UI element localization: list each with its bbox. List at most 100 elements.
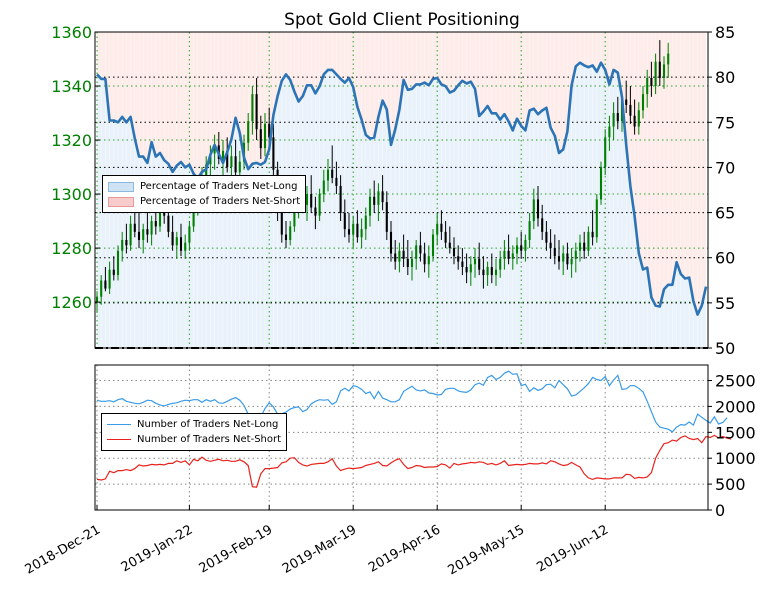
candle-body: [373, 196, 376, 205]
candle-body: [192, 207, 195, 227]
candle-body: [625, 99, 628, 105]
legend-entry-net-short-count: Number of Traders Net-Short: [107, 432, 281, 447]
candle-body: [213, 145, 216, 154]
candle-body: [154, 221, 157, 227]
candle-body: [251, 94, 254, 122]
candle-body: [595, 199, 598, 238]
candle-body: [637, 110, 640, 127]
right-tick-label: 75: [715, 113, 735, 132]
lower-legend: Number of Traders Net-Long Number of Tra…: [101, 413, 288, 451]
candle-body: [440, 223, 443, 232]
candle-body: [100, 280, 103, 297]
candle-body: [137, 231, 141, 240]
candle-body: [293, 207, 296, 227]
legend-line-net-short-count: [107, 439, 131, 440]
candle-body: [641, 94, 645, 111]
legend-swatch-net-long-pct: [108, 181, 134, 192]
candle-body: [238, 161, 241, 173]
net-long-count-line: [96, 370, 728, 434]
candle-body: [280, 212, 283, 235]
candle-body: [129, 223, 132, 246]
count-tick-label: 2000: [715, 397, 756, 416]
candle-body: [263, 123, 267, 149]
candle-body: [599, 167, 603, 200]
candle-body: [570, 258, 573, 265]
candle-body: [284, 234, 288, 240]
candle-body: [658, 61, 661, 78]
candle-body: [364, 215, 367, 230]
right-tick-label: 85: [715, 23, 735, 42]
candle-body: [226, 150, 229, 168]
candle-body: [331, 169, 334, 178]
candle-body: [499, 258, 502, 270]
candle-body: [179, 237, 183, 251]
candle-body: [507, 250, 510, 259]
candle-body: [347, 229, 351, 235]
candle-body: [469, 264, 472, 273]
count-tick-label: 1500: [715, 423, 756, 442]
candle-body: [486, 266, 489, 276]
candle-body: [142, 229, 145, 240]
candle-body: [398, 250, 401, 262]
candle-body: [268, 123, 271, 138]
candle-body: [318, 194, 321, 216]
candle-body: [662, 64, 666, 78]
candle-body: [314, 207, 317, 216]
candle-body: [175, 237, 178, 246]
candle-body: [524, 239, 527, 251]
candle-body: [368, 196, 372, 216]
candle-body: [171, 231, 174, 246]
candle-body: [465, 266, 468, 273]
candle-body: [473, 258, 477, 265]
candle-body: [133, 223, 136, 232]
candle-body: [381, 191, 384, 203]
candle-body: [352, 223, 355, 235]
candle-body: [553, 248, 556, 257]
candle-body: [490, 266, 493, 276]
candle-body: [654, 61, 657, 87]
candle-body: [188, 226, 191, 243]
candle-body: [587, 231, 590, 251]
candle-body: [482, 269, 485, 276]
candle-body: [125, 239, 128, 246]
legend-label-net-long-count: Number of Traders Net-Long: [137, 419, 279, 430]
legend-label-net-long-pct: Percentage of Traders Net-Long: [140, 181, 298, 192]
candle-body: [549, 242, 552, 249]
candle-body: [104, 280, 107, 289]
left-tick-label: 1340: [51, 77, 92, 96]
candle-body: [536, 199, 540, 219]
candle-body: [95, 296, 99, 303]
candle-body: [335, 177, 338, 186]
candle-body: [532, 199, 535, 222]
candle-body: [121, 239, 124, 251]
candle-body: [515, 245, 519, 254]
candle-body: [108, 269, 111, 289]
candle-body: [646, 77, 649, 95]
count-tick-label: 1000: [715, 449, 756, 468]
upper-plot-frame: [94, 31, 709, 349]
legend-swatch-net-short-pct: [108, 196, 134, 207]
candle-body: [150, 221, 153, 235]
candle-body: [528, 221, 531, 240]
candle-body: [389, 231, 393, 254]
lower-plot-frame: [94, 364, 709, 511]
candle-body: [452, 248, 456, 257]
right-tick-label: 60: [715, 249, 735, 268]
candle-body: [326, 169, 330, 181]
candle-body: [562, 253, 565, 262]
candle-body: [557, 256, 561, 262]
left-tick-label: 1320: [51, 131, 92, 150]
candle-body: [410, 258, 414, 267]
candle-body: [608, 126, 611, 138]
candle-body: [272, 137, 275, 170]
candle-body: [457, 256, 460, 262]
candle-body: [545, 231, 548, 243]
left-tick-label: 1280: [51, 239, 92, 258]
candle-body: [650, 77, 653, 87]
count-tick-label: 2500: [715, 372, 756, 391]
candle-body: [394, 253, 397, 262]
candle-body: [612, 113, 615, 127]
candle-body: [230, 156, 233, 168]
